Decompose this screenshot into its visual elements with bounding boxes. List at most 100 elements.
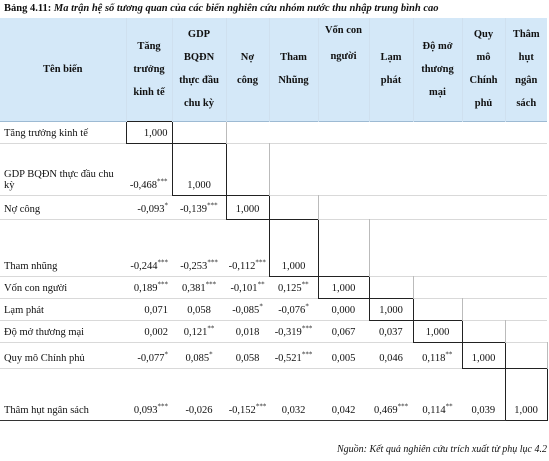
table-title: Ma trận hệ số tương quan của các biến ng…: [53, 3, 439, 14]
significance-stars: ***: [205, 280, 217, 288]
significance-stars: *: [164, 201, 169, 209]
table-cell: -0,253***: [172, 218, 226, 276]
correlation-matrix-table: Tên biến Tăng trưởng kinh tế GDP BQĐN th…: [0, 18, 548, 421]
table-row: Tham nhũng -0,244*** -0,253*** -0,112*** 1,0…: [0, 218, 547, 277]
significance-stars: ***: [157, 258, 169, 266]
table-cell: [462, 297, 505, 320]
table-row: Độ mở thương mại 0,002 0,121** 0,018 -0,319*…: [0, 319, 547, 343]
significance-stars: ***: [397, 402, 409, 410]
cell-value: -0,521: [274, 352, 302, 364]
header-variable-name: Tên biến: [0, 18, 126, 121]
table-cell: -0,076*: [269, 297, 318, 320]
table-cell: 0,005: [318, 341, 369, 368]
cell-value: -0,253: [180, 260, 208, 272]
table-cell: [412, 297, 463, 320]
source-note: Nguồn: Kết quả nghiên cứu trích xuất từ …: [336, 444, 547, 455]
header-row: Tên biến Tăng trưởng kinh tế GDP BQĐN th…: [0, 18, 547, 121]
table-row: Vốn con người 0,189*** 0,381*** -0,101** 0,1…: [0, 275, 547, 299]
cell-value: 0,125: [277, 282, 302, 294]
table-cell: [462, 142, 505, 195]
cell-value: 0,037: [378, 326, 403, 338]
table-cell: 0,058: [172, 297, 226, 320]
significance-stars: ***: [157, 280, 169, 288]
table-cell: [368, 275, 414, 298]
table-cell: 1,000: [225, 194, 270, 220]
significance-stars: *: [305, 302, 309, 310]
table-cell: [369, 194, 413, 219]
table-row: Lạm phát 0,071 0,058 -0,085* -0,076* 0,000 1,0…: [0, 297, 547, 321]
significance-stars: ***: [255, 402, 267, 410]
cell-value: 0,067: [331, 326, 356, 338]
table-cell: [505, 297, 547, 320]
table-cell: [369, 120, 413, 143]
table-cell: [505, 120, 547, 143]
cell-value: 1,000: [514, 404, 538, 416]
row-label: Quy mô Chính phủ: [0, 341, 126, 368]
significance-stars: *: [259, 302, 263, 310]
cell-value: 0,118: [422, 352, 446, 364]
table-cell: -0,152***: [226, 367, 269, 421]
table-cell: -0,093*: [126, 194, 172, 219]
cell-value: -0,076: [278, 304, 306, 316]
table-cell: 0,121**: [172, 319, 226, 342]
table-cell: 0,093***: [126, 367, 172, 421]
significance-stars: ***: [255, 258, 266, 266]
significance-stars: *: [164, 350, 169, 358]
table-cell: -0,139***: [172, 194, 226, 219]
significance-stars: *: [209, 350, 213, 358]
cell-value: 0,058: [235, 352, 260, 364]
header-col: Tăng trưởng kinh tế: [125, 18, 172, 121]
table-cell: 1,000: [317, 275, 370, 299]
row-label: Nợ công: [0, 194, 126, 219]
table-cell: 0,000: [318, 297, 369, 320]
table-cell: [505, 218, 547, 276]
table-cell: [268, 194, 319, 219]
table-cell: 0,118**: [413, 341, 462, 368]
table-cell: [413, 218, 462, 276]
header-col: Thâm hụt ngân sách: [504, 18, 547, 121]
table-cell: 0,469***: [369, 367, 413, 421]
row-label: GDP BQĐN thực đầu chu kỳ: [0, 142, 126, 195]
cell-value: 0,005: [331, 352, 356, 364]
table-cell: [413, 142, 462, 195]
table-cell: 0,085*: [172, 341, 226, 368]
cell-value: 1,000: [235, 203, 260, 215]
table-cell: 0,114**: [413, 367, 462, 421]
table-row: Tăng trưởng kinh tế 1,000: [0, 120, 547, 144]
table-cell: -0,521***: [269, 341, 318, 368]
table-cell: [269, 142, 318, 195]
table-cell: [269, 120, 318, 143]
row-label: Vốn con người: [0, 275, 126, 298]
header-col: Tham Nhũng: [268, 18, 318, 121]
table-cell: [413, 275, 462, 298]
cell-value: 0,032: [281, 404, 306, 416]
cell-value: -0,152: [228, 404, 256, 416]
table-cell: 0,071: [126, 297, 172, 320]
significance-stars: **: [207, 324, 215, 332]
significance-stars: ***: [301, 350, 313, 358]
table-cell: [505, 194, 547, 219]
table-number: Bảng 4.11:: [4, 3, 52, 14]
cell-value: 0,085: [185, 352, 210, 364]
cell-value: -0,026: [185, 404, 213, 416]
cell-value: -0,112: [228, 260, 256, 272]
table-cell: 0,032: [269, 367, 318, 421]
table-cell: -0,085*: [226, 297, 269, 320]
table-cell: [413, 120, 462, 143]
table-cell: 0,189***: [126, 275, 172, 298]
table-cell: 0,125**: [269, 275, 318, 298]
cell-value: 1,000: [379, 304, 403, 316]
significance-stars: ***: [207, 258, 218, 266]
cell-value: 0,381: [181, 282, 206, 294]
table-cell: [225, 142, 270, 195]
cell-value: 0,469: [373, 404, 398, 416]
table-row: Thâm hụt ngân sách 0,093*** -0,026 -0,152**…: [0, 367, 548, 421]
table-cell: [505, 275, 547, 298]
table-cell: 0,037: [369, 319, 413, 342]
table-cell: 1,000: [368, 297, 414, 321]
table-cell: [462, 275, 505, 298]
cell-value: 1,000: [331, 282, 356, 294]
cell-value: 0,018: [235, 326, 260, 338]
table-cell: [317, 218, 370, 276]
cell-value: 1,000: [143, 127, 168, 139]
